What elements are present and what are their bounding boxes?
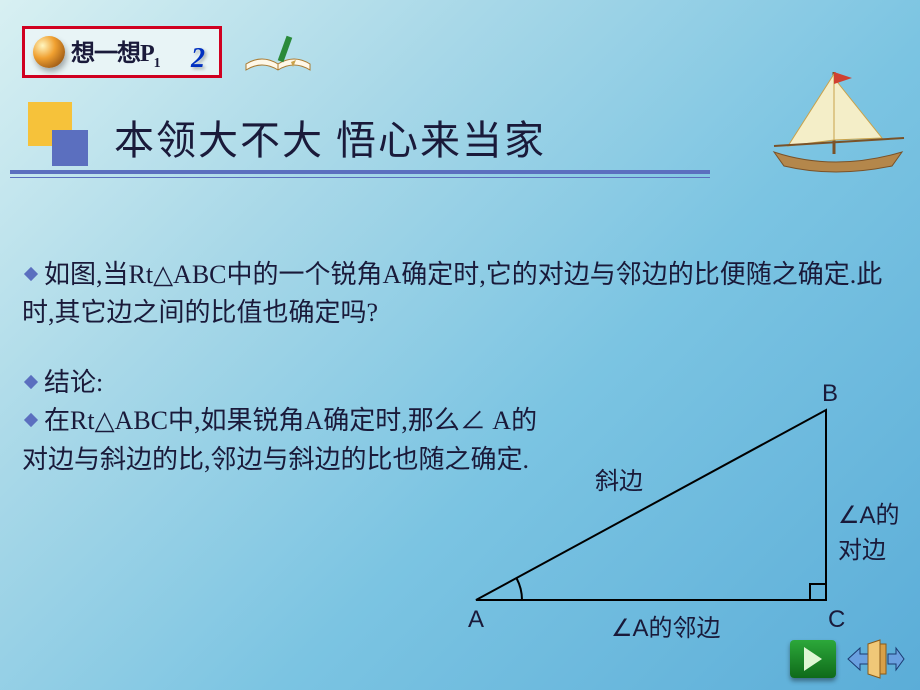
adjacent-label: ∠A的邻边 <box>611 608 721 643</box>
badge-label-sub: 1 <box>154 55 160 70</box>
answer-line1: 结论: <box>44 368 103 397</box>
sailboat-icon <box>754 60 914 180</box>
think-badge: 想一想P1 2 <box>22 26 222 78</box>
badge-label: 想一想P1 <box>71 33 160 72</box>
vertex-a-label: A <box>468 606 484 634</box>
vertex-b-label: B <box>822 380 838 408</box>
bullet-icon <box>24 413 38 427</box>
title-text: 本领大不大 悟心来当家 <box>114 108 546 166</box>
sphere-icon <box>33 36 65 68</box>
title-underline <box>10 170 710 174</box>
bullet-icon <box>24 375 38 389</box>
badge-number: 2 <box>191 43 205 75</box>
hypotenuse-label: 斜边 <box>595 461 643 496</box>
vertex-c-label: C <box>828 606 845 634</box>
exit-button[interactable] <box>846 638 906 680</box>
question-block: 如图,当Rt△ABC中的一个锐角A确定时,它的对边与邻边的比便随之确定.此时,其… <box>22 256 894 333</box>
triangle-diagram: A B C 斜边 ∠A的对边 ∠A的邻边 <box>446 380 906 630</box>
title-accent-icon <box>28 102 104 188</box>
badge-label-prefix: 想一想P <box>71 41 154 67</box>
next-button[interactable] <box>790 640 836 678</box>
bullet-icon <box>24 267 38 281</box>
question-text: 如图,当Rt△ABC中的一个锐角A确定时,它的对边与邻边的比便随之确定.此时,其… <box>22 260 882 327</box>
nav-buttons <box>790 638 906 680</box>
play-icon <box>804 647 822 671</box>
opposite-label: ∠A的对边 <box>838 495 906 565</box>
book-pencil-icon <box>242 30 314 78</box>
